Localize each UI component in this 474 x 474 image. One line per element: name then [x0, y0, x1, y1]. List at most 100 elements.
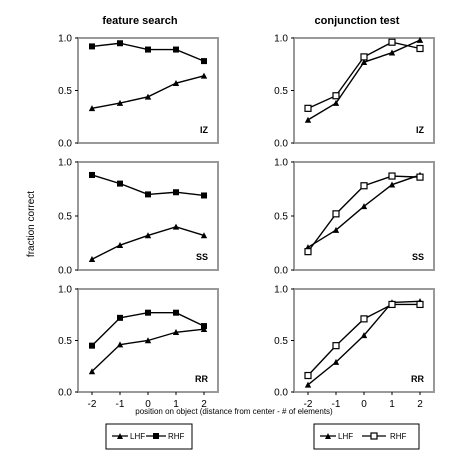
legend-left-rhf-label: RHF	[168, 432, 185, 441]
marker-rhf	[332, 210, 340, 218]
x-tick-label: 1	[389, 399, 395, 410]
marker-rhf	[304, 371, 312, 380]
panel-label: RR	[195, 374, 208, 384]
column-title-feature-search: feature search	[102, 15, 177, 27]
marker-lhf	[116, 341, 124, 348]
x-tick-label: -2	[304, 399, 313, 410]
marker-lhf	[332, 99, 340, 106]
marker-lhf	[172, 223, 180, 230]
legend-left-rhf-marker	[153, 433, 159, 439]
x-axis-label: position on object (distance from center…	[135, 407, 333, 416]
legend-left-lhf-label: LHF	[130, 432, 145, 441]
marker-rhf	[117, 314, 123, 321]
panel-label: IZ	[200, 125, 209, 135]
y-tick-label: 1.0	[58, 158, 72, 169]
marker-rhf	[145, 309, 151, 316]
marker-lhf	[144, 337, 152, 344]
y-tick-label: 1.0	[274, 285, 288, 296]
marker-lhf	[88, 256, 96, 262]
marker-rhf	[360, 315, 368, 323]
y-tick-label: 0.0	[58, 139, 72, 150]
legend-right-lhf-label: LHF	[338, 432, 353, 441]
marker-rhf	[201, 192, 207, 199]
marker-rhf	[117, 180, 123, 187]
panel-4: 0.0 0.5 1.0 -2 -1 0 1 2 RR	[58, 285, 219, 410]
y-tick-label: 0.0	[274, 139, 288, 150]
marker-lhf	[416, 36, 424, 43]
panel-label: SS	[412, 252, 424, 262]
marker-rhf	[416, 173, 424, 181]
panel-frame	[293, 161, 435, 271]
panel-2: 0.0 0.5 1.0 SS	[58, 158, 219, 277]
marker-lhf	[304, 381, 312, 388]
marker-rhf	[332, 92, 340, 100]
marker-lhf	[200, 232, 208, 239]
marker-rhf	[360, 182, 368, 190]
marker-rhf	[145, 191, 151, 198]
marker-rhf	[201, 58, 207, 65]
marker-rhf	[332, 342, 340, 350]
marker-rhf	[173, 309, 179, 316]
x-tick-label: 0	[361, 399, 367, 410]
marker-rhf	[201, 323, 207, 330]
x-tick-label: 2	[417, 399, 423, 410]
y-tick-label: 1.0	[274, 34, 288, 45]
legend-left: LHF RHF	[105, 423, 193, 450]
marker-lhf	[388, 181, 396, 188]
x-tick-label: 1	[173, 399, 179, 410]
marker-lhf	[116, 241, 124, 248]
panel-0: 0.0 0.5 1.0 IZ	[58, 34, 219, 150]
y-tick-label: 0.0	[58, 388, 72, 399]
y-tick-label: 0.5	[274, 86, 288, 97]
marker-lhf	[88, 368, 96, 375]
marker-rhf	[304, 248, 312, 256]
marker-rhf	[145, 46, 151, 53]
panels-group: 0.0 0.5 1.0 IZ 0.0 0.5 1.0 IZ 0.0 0.5 1.0 SS 0.0 0.5 1…	[58, 34, 435, 410]
marker-rhf	[388, 172, 396, 180]
marker-lhf	[172, 329, 180, 336]
marker-lhf	[332, 226, 340, 233]
panel-5: 0.0 0.5 1.0 -2 -1 0 1 2 RR	[274, 285, 435, 410]
y-tick-label: 1.0	[274, 158, 288, 169]
legend-right-rhf-marker	[370, 432, 378, 440]
y-tick-label: 0.0	[58, 266, 72, 277]
marker-lhf	[304, 116, 312, 123]
legend-right: LHF RHF	[313, 423, 420, 450]
panel-label: IZ	[416, 125, 425, 135]
y-tick-label: 0.5	[58, 86, 72, 97]
panel-label: RR	[411, 374, 424, 384]
marker-rhf	[388, 300, 396, 309]
column-title-conjunction-test: conjunction test	[315, 15, 400, 27]
marker-lhf	[116, 99, 124, 106]
marker-lhf	[360, 58, 368, 65]
y-tick-label: 1.0	[58, 34, 72, 45]
x-tick-label: -1	[116, 399, 125, 410]
x-tick-label: -2	[88, 399, 97, 410]
y-tick-label: 0.0	[274, 266, 288, 277]
x-tick-label: 0	[145, 399, 151, 410]
y-tick-label: 0.5	[274, 212, 288, 223]
marker-lhf	[172, 79, 180, 86]
marker-lhf	[360, 203, 368, 210]
marker-lhf	[360, 332, 368, 339]
marker-lhf	[144, 93, 152, 100]
marker-rhf	[416, 300, 424, 309]
marker-lhf	[88, 105, 96, 112]
marker-rhf	[117, 40, 123, 47]
x-tick-label: -1	[332, 399, 341, 410]
marker-rhf	[304, 104, 312, 112]
panel-label: SS	[196, 252, 208, 262]
legend-right-lhf-marker	[325, 433, 331, 439]
marker-lhf	[388, 49, 396, 56]
panel-3: 0.0 0.5 1.0 SS	[274, 158, 435, 277]
panel-frame	[77, 37, 219, 144]
y-tick-label: 0.5	[58, 336, 72, 347]
marker-rhf	[173, 46, 179, 53]
y-axis-label: fraction correct	[26, 191, 37, 257]
marker-rhf	[388, 38, 396, 46]
y-tick-label: 0.5	[274, 336, 288, 347]
legend-right-rhf-label: RHF	[390, 432, 407, 441]
marker-rhf	[360, 53, 368, 61]
legend-left-lhf-marker	[117, 433, 123, 439]
